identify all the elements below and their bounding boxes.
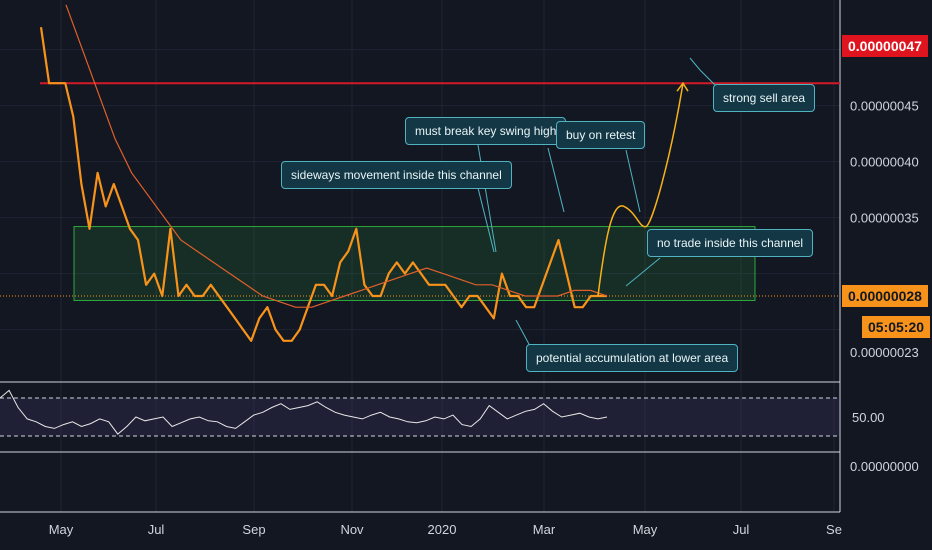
annotation-strong-sell: strong sell area	[713, 84, 816, 112]
time-tick-label: Mar	[533, 522, 556, 537]
last-price-badge: 0.00000028	[842, 285, 928, 307]
time-tick-label: Nov	[340, 522, 364, 537]
rsi-tick-label: 50.00	[852, 410, 885, 425]
rsi-band	[0, 398, 840, 436]
price-tick-label: 0.00000035	[850, 211, 919, 226]
time-tick-label: May	[49, 522, 74, 537]
price-tick-label: 0.00000040	[850, 155, 919, 170]
price-line	[39, 27, 607, 342]
pointer-swing-high-2	[547, 147, 565, 213]
annotation-sideways-channel: sideways movement inside this channel	[281, 161, 512, 189]
time-tick-label: 2020	[428, 522, 457, 537]
projection-curve	[597, 83, 684, 297]
time-tick-label: Sep	[242, 522, 265, 537]
annotation-buy-on-retest: buy on retest	[556, 121, 646, 149]
countdown-badge: 05:05:20	[862, 316, 931, 338]
time-tick-label: May	[633, 522, 658, 537]
pointer-accumulation	[515, 319, 531, 347]
projection-arrowhead	[676, 81, 689, 92]
moving-average-line	[65, 4, 608, 308]
resistance-price-badge: 0.00000047	[842, 35, 928, 57]
price-tick-label: 0.00000045	[850, 99, 919, 114]
pointer-retest	[625, 149, 641, 213]
annotation-accumulation: potential accumulation at lower area	[526, 344, 739, 372]
price-tick-label: 0.00000000	[850, 459, 919, 474]
time-tick-label: Se	[826, 522, 842, 537]
price-tick-label: 0.00000023	[850, 345, 919, 360]
annotation-break-swing-high: must break key swing high	[405, 117, 567, 145]
time-tick-label: Jul	[148, 522, 165, 537]
time-tick-label: Jul	[733, 522, 750, 537]
annotation-no-trade: no trade inside this channel	[647, 229, 814, 257]
rsi-line	[0, 389, 608, 435]
pointer-sideways	[477, 187, 495, 253]
pointer-no-trade	[625, 257, 661, 287]
